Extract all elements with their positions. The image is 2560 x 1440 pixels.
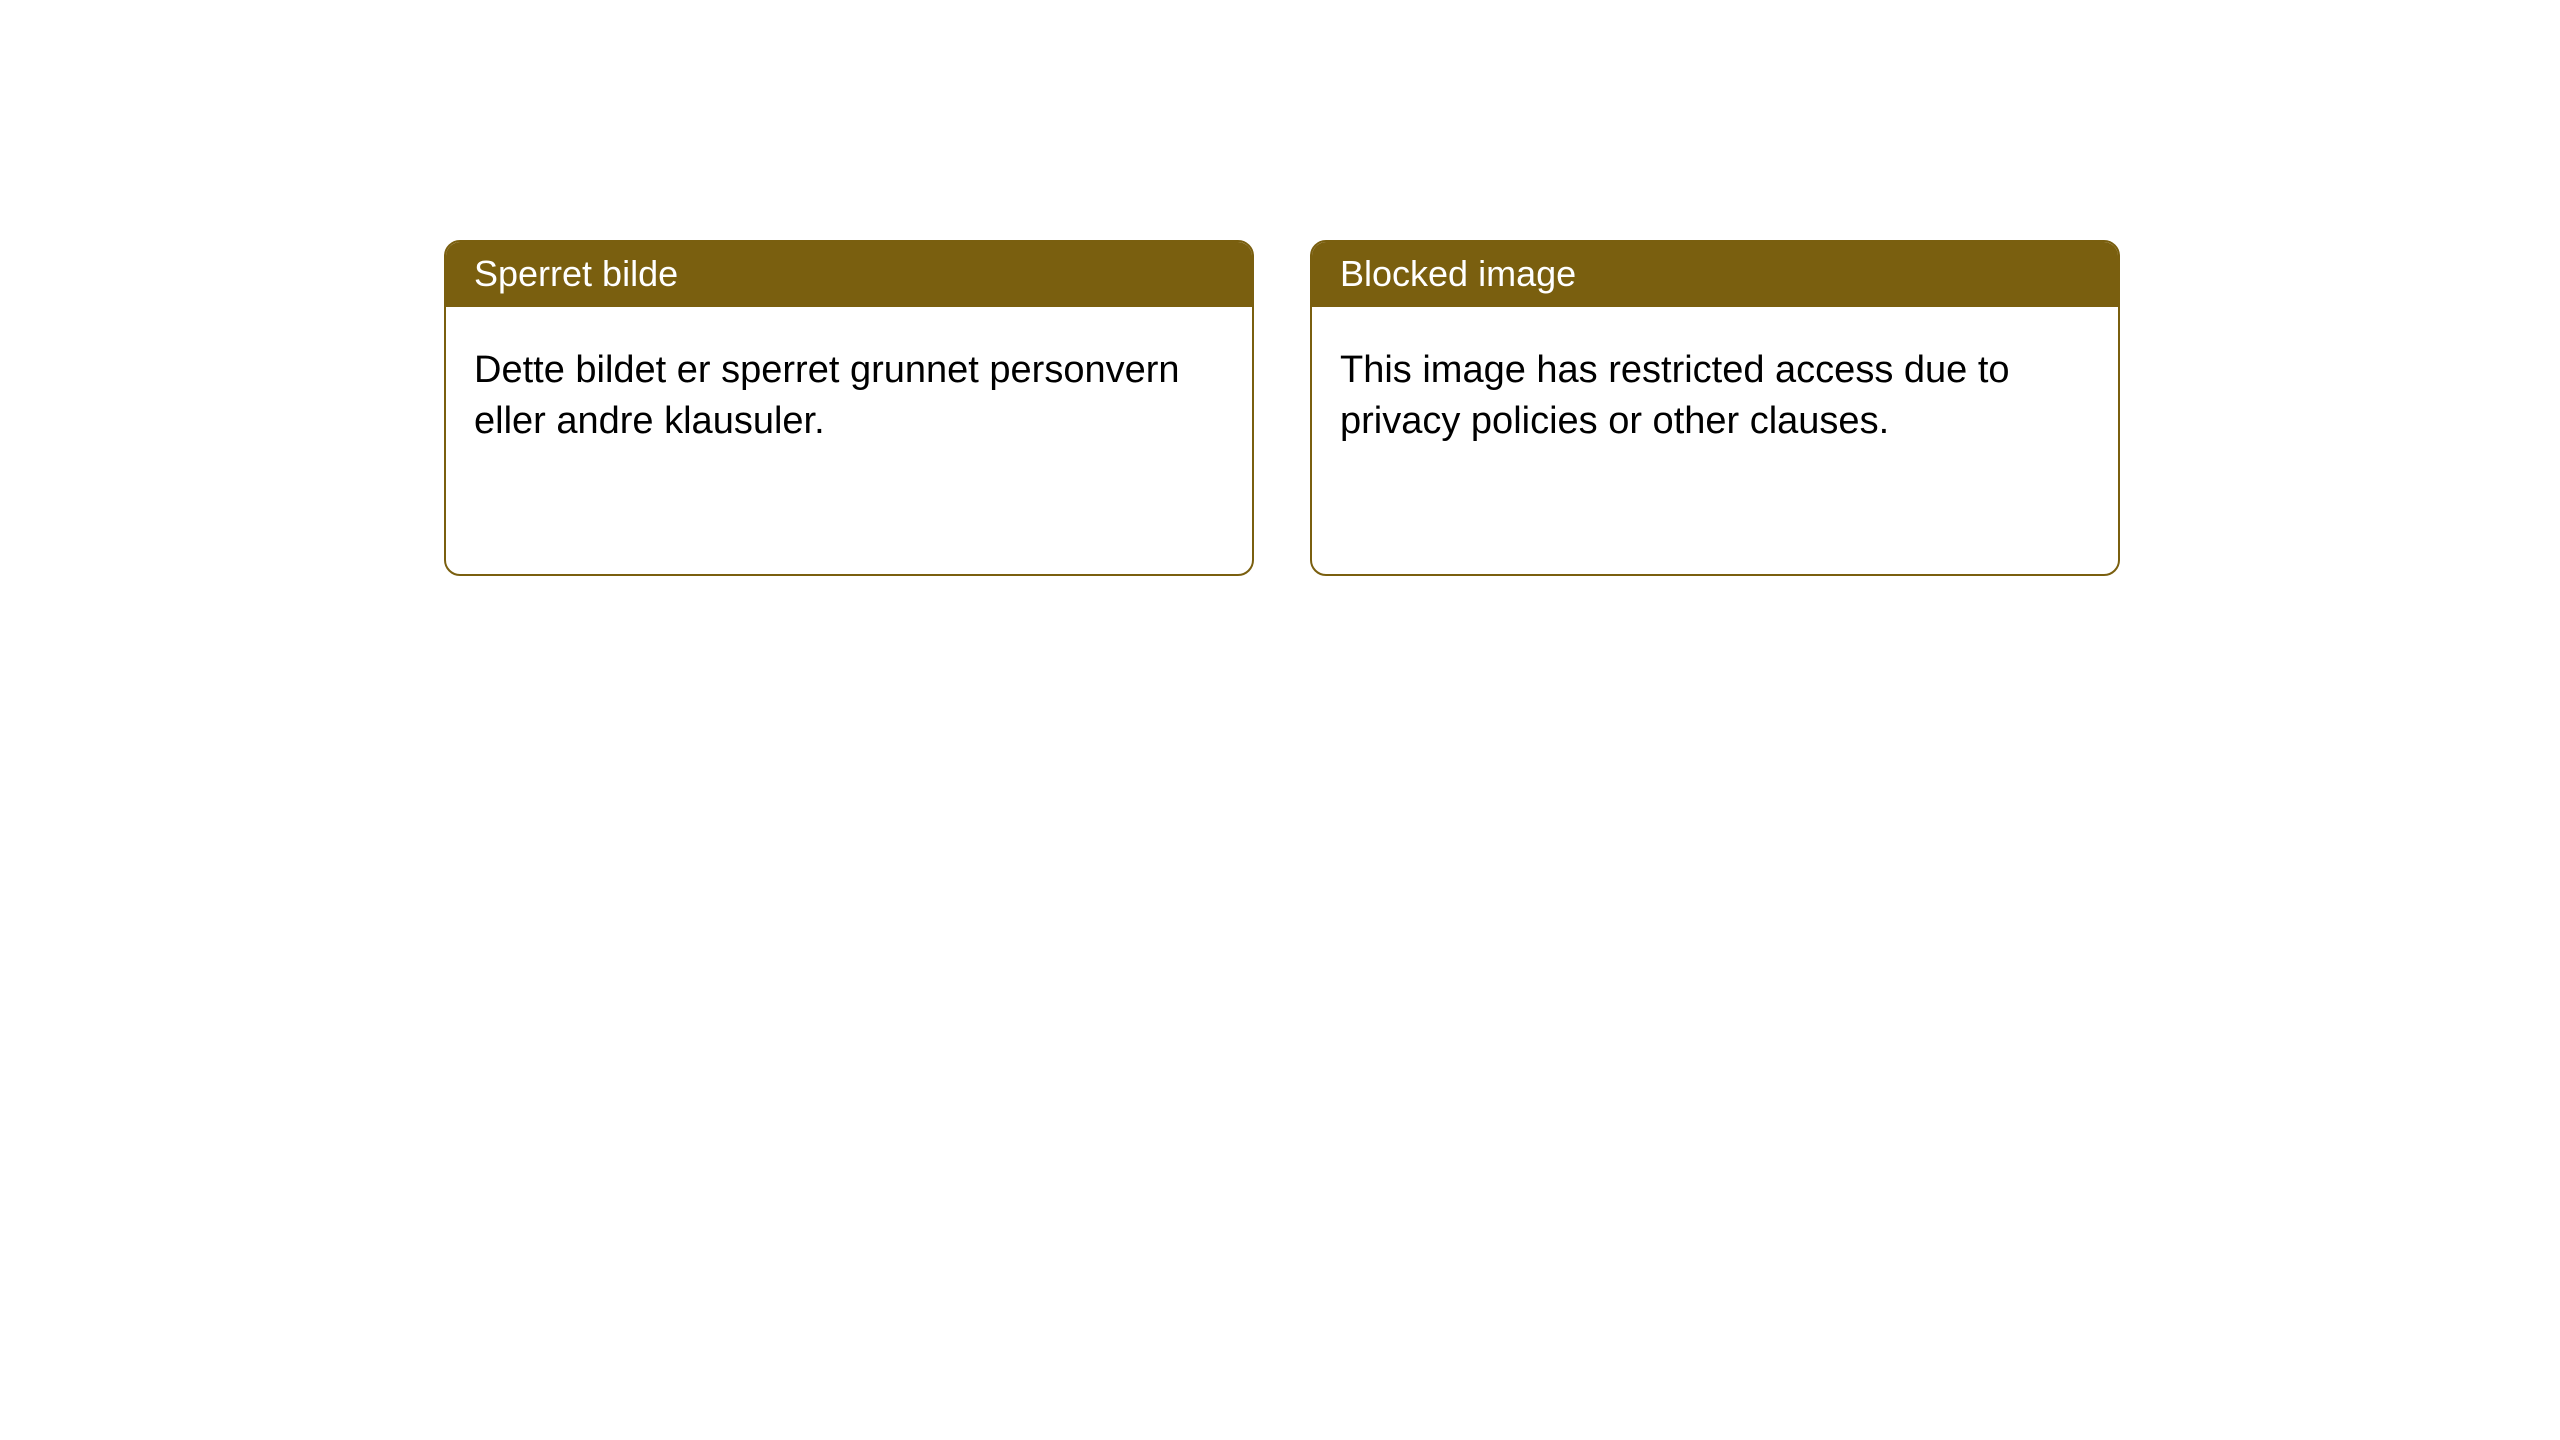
- notice-body-english: This image has restricted access due to …: [1312, 307, 2118, 486]
- notice-body-norwegian: Dette bildet er sperret grunnet personve…: [446, 307, 1252, 486]
- notice-header-english: Blocked image: [1312, 242, 2118, 307]
- notice-card-norwegian: Sperret bilde Dette bildet er sperret gr…: [444, 240, 1254, 576]
- notice-card-english: Blocked image This image has restricted …: [1310, 240, 2120, 576]
- notice-header-norwegian: Sperret bilde: [446, 242, 1252, 307]
- notice-container: Sperret bilde Dette bildet er sperret gr…: [0, 0, 2560, 576]
